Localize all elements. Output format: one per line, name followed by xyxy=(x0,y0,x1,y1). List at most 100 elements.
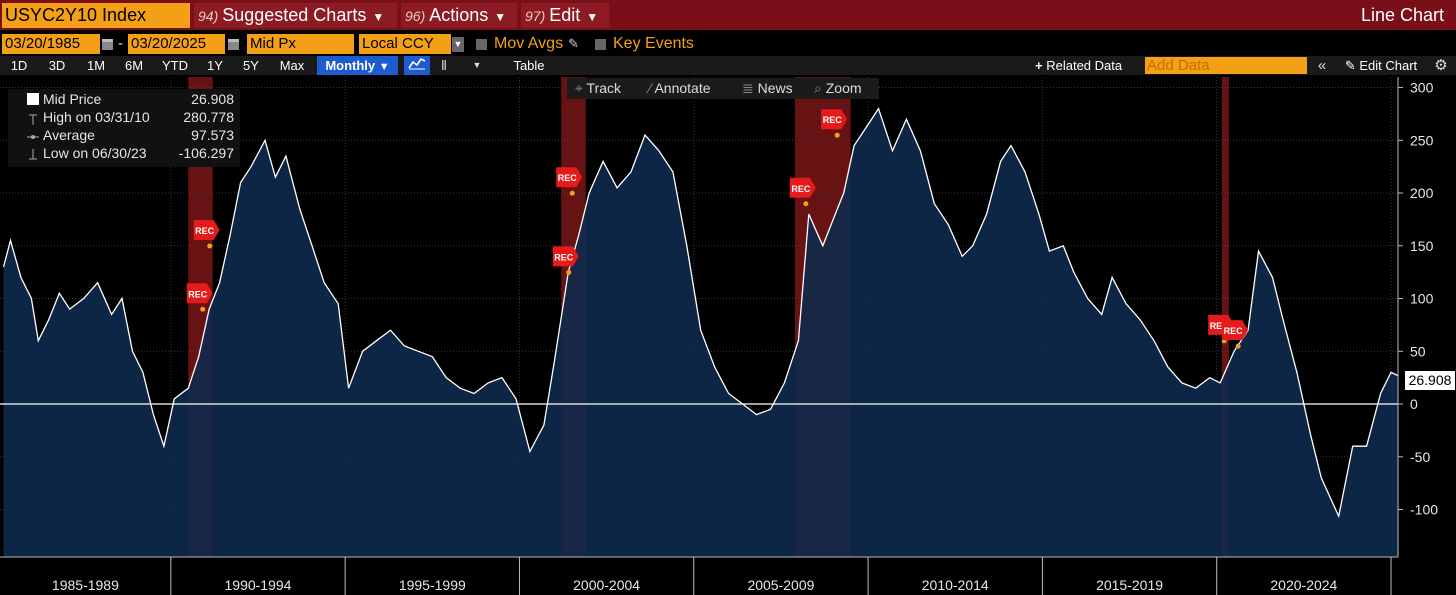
rec-event-marker: REC xyxy=(1222,320,1249,349)
rec-marker-shape xyxy=(186,283,213,304)
y-tick-label: 100 xyxy=(1410,291,1434,307)
edit-chart-button[interactable]: ✎ Edit Chart xyxy=(1336,56,1426,75)
plus-icon: + xyxy=(1035,58,1043,73)
caret-down-icon: ▼ xyxy=(372,10,385,24)
collapse-left-icon[interactable]: « xyxy=(1317,57,1327,74)
legend-label: High on 03/31/10 xyxy=(43,109,150,125)
rec-event-marker: REC xyxy=(552,246,579,275)
start-date-field[interactable]: 03/20/1985 xyxy=(2,34,100,54)
y-tick-label: 200 xyxy=(1410,185,1434,201)
gear-icon[interactable]: ⚙ xyxy=(1434,57,1448,74)
x-period-label: 2010-2014 xyxy=(922,577,989,593)
rec-marker-shape xyxy=(789,177,816,198)
area-fill xyxy=(3,108,1398,557)
calendar-icon[interactable] xyxy=(228,39,239,50)
legend-row-high[interactable]: High on 03/31/10 280.778 xyxy=(8,108,240,126)
range-1d-button[interactable]: 1D xyxy=(10,58,28,73)
rec-event-marker: REC xyxy=(193,219,220,249)
y-tick-label: -50 xyxy=(1410,449,1430,465)
mov-avgs-label[interactable]: Mov Avgs xyxy=(494,35,564,52)
legend-row-average[interactable]: Average 97.573 xyxy=(8,126,240,144)
rec-marker-shape xyxy=(193,219,220,240)
line-chart-type-icon[interactable] xyxy=(404,56,430,75)
x-period-label: 2015-2019 xyxy=(1096,577,1163,593)
track-tool[interactable]: ⌖ Track xyxy=(575,78,621,99)
legend-value: -106.297 xyxy=(178,145,234,161)
news-label: News xyxy=(757,80,793,96)
x-axis: 1985-1989 1990-1994 1995-1999 2000-2004 2005… xyxy=(0,556,1398,595)
white-square-icon xyxy=(27,93,39,105)
mov-avgs-checkbox[interactable] xyxy=(476,39,487,50)
y-tick-label: 150 xyxy=(1410,238,1434,254)
range-6m-button[interactable]: 6M xyxy=(124,58,144,73)
menu-label: Suggested Charts xyxy=(222,5,367,25)
key-events-checkbox[interactable] xyxy=(595,39,606,50)
rec-marker-shape xyxy=(821,109,848,130)
range-5y-button[interactable]: 5Y xyxy=(243,58,259,73)
magnifier-icon: ⌕ xyxy=(814,80,822,96)
price-line xyxy=(2,107,1399,519)
frequency-dropdown[interactable]: Monthly ▼ xyxy=(317,56,398,75)
chevron-down-icon[interactable]: ▼ xyxy=(452,37,464,52)
news-icon: ≣ xyxy=(742,80,754,96)
chart-type-dropdown-icon[interactable]: ▼ xyxy=(472,60,482,70)
suggested-charts-menu[interactable]: 94) Suggested Charts ▼ xyxy=(194,3,397,28)
rec-event-marker: REC xyxy=(186,283,213,312)
crosshair-icon: ⌖ xyxy=(575,80,583,96)
legend-value: 97.573 xyxy=(191,127,234,143)
range-1y-button[interactable]: 1Y xyxy=(207,58,223,73)
menu-number: 96) xyxy=(405,8,426,24)
event-dot xyxy=(1235,343,1241,349)
legend-row-mid-price[interactable]: Mid Price 26.908 xyxy=(8,90,240,108)
rec-event-marker: REC xyxy=(789,177,816,207)
range-1m-button[interactable]: 1M xyxy=(86,58,106,73)
rec-marker-label: REC xyxy=(1224,326,1244,336)
related-data-button[interactable]: + Related Data xyxy=(1035,56,1139,75)
caret-down-icon: ▼ xyxy=(586,10,599,24)
rec-marker-shape xyxy=(552,246,579,267)
legend-label: Low on 06/30/23 xyxy=(43,145,147,161)
candlestick-chart-type-icon[interactable]: ⫴ xyxy=(441,58,447,73)
frequency-label: Monthly xyxy=(325,58,376,73)
legend-label: Average xyxy=(43,127,95,143)
field-selector[interactable]: Mid Px xyxy=(247,34,354,54)
rec-marker-label: REC xyxy=(791,184,811,194)
area-fill-path xyxy=(3,108,1398,557)
menu-number: 97) xyxy=(525,8,546,24)
menu-number: 94) xyxy=(198,8,219,24)
y-axis: -100 -50 0 50 100 150 200 250 300 xyxy=(1397,77,1438,557)
news-tool[interactable]: ≣ News xyxy=(742,78,793,99)
add-data-input[interactable]: Add Data xyxy=(1145,57,1307,74)
track-label: Track xyxy=(586,80,622,96)
rec-marker-label: REC xyxy=(195,226,215,236)
range-max-button[interactable]: Max xyxy=(279,58,305,73)
low-marker-icon xyxy=(27,147,39,160)
range-ytd-button[interactable]: YTD xyxy=(162,58,188,73)
y-tick-label: 250 xyxy=(1410,132,1434,148)
x-period-label: 1995-1999 xyxy=(399,577,466,593)
pencil-icon: ✎ xyxy=(1344,58,1356,73)
range-3d-button[interactable]: 3D xyxy=(48,58,66,73)
annotate-tool[interactable]: ⁄ Annotate xyxy=(649,78,711,99)
currency-selector[interactable]: Local CCY xyxy=(359,34,451,54)
legend-row-low[interactable]: Low on 06/30/23 -106.297 xyxy=(8,144,240,162)
pencil-icon[interactable]: ✎ xyxy=(568,36,579,51)
rec-marker-shape xyxy=(556,167,583,188)
high-marker-icon xyxy=(27,111,39,125)
ticker-field[interactable]: USYC2Y10 Index xyxy=(2,3,190,28)
related-data-label: Related Data xyxy=(1046,58,1123,73)
chart-controls: 03/20/1985 - 03/20/2025 Mid Px Local CCY… xyxy=(0,34,1456,55)
event-dot xyxy=(566,269,572,275)
key-events-label[interactable]: Key Events xyxy=(613,35,694,52)
rec-marker-label: REC xyxy=(1210,321,1230,331)
table-button[interactable]: Table xyxy=(513,58,545,73)
actions-menu[interactable]: 96) Actions ▼ xyxy=(401,3,517,28)
zoom-tool[interactable]: ⌕ Zoom xyxy=(814,78,862,99)
end-date-field[interactable]: 03/20/2025 xyxy=(128,34,225,54)
calendar-icon[interactable] xyxy=(102,39,113,50)
event-dot xyxy=(569,190,575,196)
edit-menu[interactable]: 97) Edit ▼ xyxy=(521,3,609,28)
menu-label: Edit xyxy=(549,5,581,25)
x-period-label: 1990-1994 xyxy=(225,577,292,593)
